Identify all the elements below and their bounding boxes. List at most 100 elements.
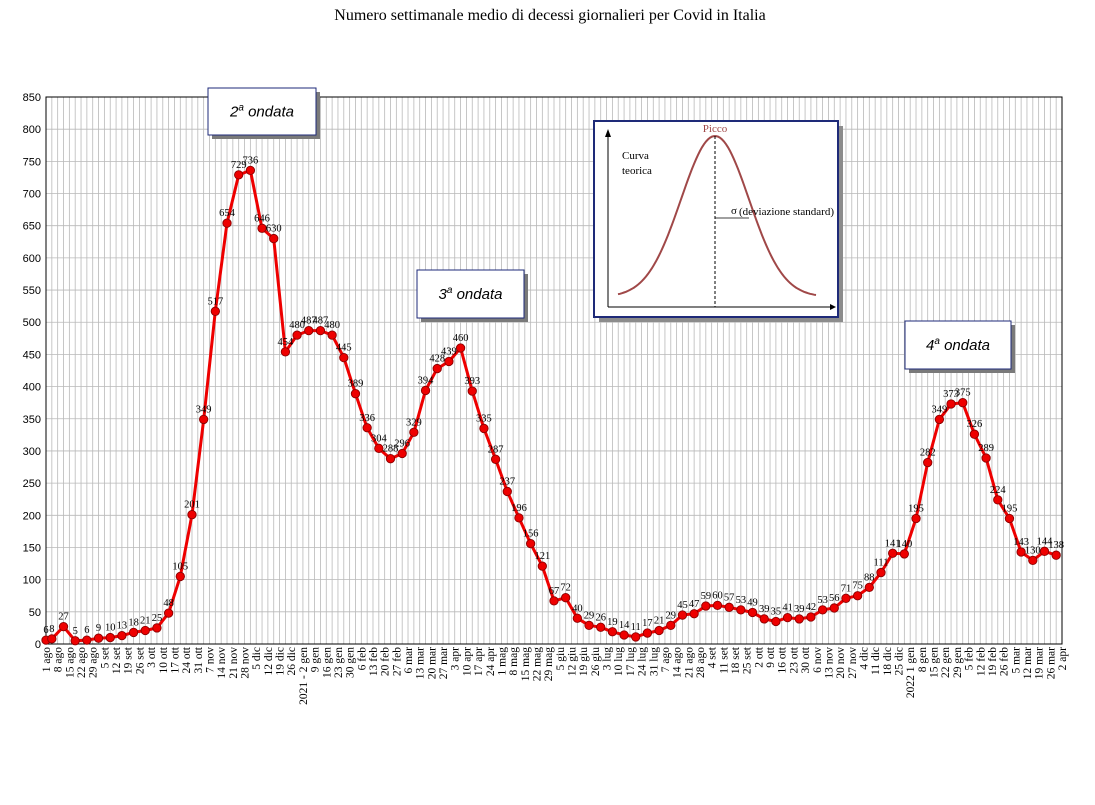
x-tick-label: 16 gen xyxy=(321,647,333,678)
data-label: 41 xyxy=(782,603,793,614)
x-tick-label: 29 mag xyxy=(543,647,555,681)
x-tick-label: 8 gen xyxy=(917,647,929,672)
annotations: 2a ondata 3a ondata 4a ondata xyxy=(207,87,1015,373)
data-label: 138 xyxy=(1048,540,1064,551)
y-tick-label: 250 xyxy=(23,478,41,490)
gaussian-curve xyxy=(617,135,817,296)
data-label: 105 xyxy=(172,561,188,572)
x-tick-label: 28 ago xyxy=(695,647,707,678)
inset-x-arrow xyxy=(830,304,836,310)
data-label: 224 xyxy=(990,485,1007,496)
x-tick-label: 17 ott xyxy=(169,646,181,673)
data-point xyxy=(806,612,816,622)
x-tick-label: 6 mar xyxy=(403,647,415,674)
data-label: 480 xyxy=(324,320,340,331)
data-label: 72 xyxy=(560,583,571,594)
data-point xyxy=(269,233,279,244)
data-point xyxy=(187,510,197,520)
data-label: 329 xyxy=(406,417,422,428)
data-label: 454 xyxy=(278,337,295,348)
x-tick-label: 3 lug xyxy=(602,647,614,671)
annotation-box xyxy=(416,269,525,319)
data-point xyxy=(607,627,618,637)
y-tick-label: 800 xyxy=(23,124,41,136)
data-point xyxy=(817,605,828,615)
data-label: 35 xyxy=(771,606,782,617)
x-tick-label: 12 set xyxy=(111,646,123,674)
data-point xyxy=(234,170,244,180)
data-point xyxy=(222,218,232,228)
data-label: 13 xyxy=(117,621,128,632)
data-label: 17 xyxy=(642,618,653,629)
data-label: 394 xyxy=(418,375,435,386)
x-tick-label: 26 mar xyxy=(1045,647,1057,679)
x-tick-label: 1 mag xyxy=(496,647,508,676)
data-label: 53 xyxy=(817,595,828,606)
x-tick-label: 29 gen xyxy=(952,647,964,678)
data-point xyxy=(724,602,734,612)
x-tick-label: 18 dic xyxy=(882,647,894,675)
x-tick-label: 24 apr xyxy=(485,647,497,676)
data-point xyxy=(163,608,174,618)
data-point xyxy=(701,601,711,611)
x-tick-label: 26 set xyxy=(134,646,146,674)
x-tick-label: 30 ott xyxy=(800,646,812,673)
y-tick-label: 700 xyxy=(23,189,41,201)
data-label: 57 xyxy=(724,592,735,603)
data-point xyxy=(782,612,793,623)
data-point xyxy=(128,627,139,638)
y-tick-label: 100 xyxy=(23,575,41,587)
data-label: 48 xyxy=(163,598,174,609)
data-label: 26 xyxy=(595,612,606,623)
data-point xyxy=(654,625,664,636)
annotation-box xyxy=(207,87,317,136)
data-label: 141 xyxy=(885,538,901,549)
x-tick-label: 5 feb xyxy=(964,647,976,671)
data-point xyxy=(257,223,267,233)
y-tick-label: 500 xyxy=(23,317,41,329)
x-tick-label: 5 set xyxy=(99,646,111,668)
x-tick-label: 30 gen xyxy=(345,647,357,678)
data-label: 201 xyxy=(184,500,200,511)
x-tick-label: 5 dic xyxy=(251,647,263,670)
x-tick-label: 31 lug xyxy=(648,647,660,676)
data-label: 375 xyxy=(955,388,971,399)
data-label: 373 xyxy=(943,389,959,400)
data-label: 428 xyxy=(429,354,445,365)
x-tick-label: 2022 1 gen xyxy=(905,647,917,698)
x-tick-label: 15 ago xyxy=(64,647,76,678)
data-point xyxy=(93,633,104,643)
data-point xyxy=(1028,555,1038,565)
data-point xyxy=(759,614,769,624)
data-point xyxy=(596,622,606,632)
inset-sigma-label: (deviazione standard) xyxy=(739,206,834,218)
data-point xyxy=(841,593,851,603)
x-tick-label: 9 ott xyxy=(765,646,777,668)
data-point xyxy=(82,635,92,645)
annotation-label: 2a ondata xyxy=(229,103,294,121)
x-tick-label: 10 apr xyxy=(461,647,473,676)
data-label: 60 xyxy=(712,590,723,601)
x-tick-label: 9 gen xyxy=(310,647,322,672)
x-tick-label: 24 ott xyxy=(181,646,193,673)
data-point xyxy=(304,325,314,336)
x-tick-label: 31 ott xyxy=(193,646,205,673)
data-point xyxy=(958,398,968,408)
inset-frame xyxy=(593,120,839,318)
inset-peak-label: Picco xyxy=(703,123,728,135)
data-point xyxy=(946,399,956,409)
data-label: 9 xyxy=(96,623,101,634)
data-point xyxy=(1004,513,1015,524)
data-point xyxy=(432,363,442,374)
x-tick-label: 6 feb xyxy=(356,647,368,671)
data-label: 8 xyxy=(49,624,54,635)
x-tick-label: 20 mar xyxy=(426,647,438,679)
x-tick-label: 22 ago xyxy=(76,647,88,678)
data-label: 27 xyxy=(58,612,69,623)
data-label: 646 xyxy=(254,213,270,224)
data-label: 18 xyxy=(128,617,139,628)
data-label: 14 xyxy=(619,620,630,631)
x-tick-label: 10 ott xyxy=(158,646,170,673)
x-tick-label: 12 feb xyxy=(975,647,987,676)
